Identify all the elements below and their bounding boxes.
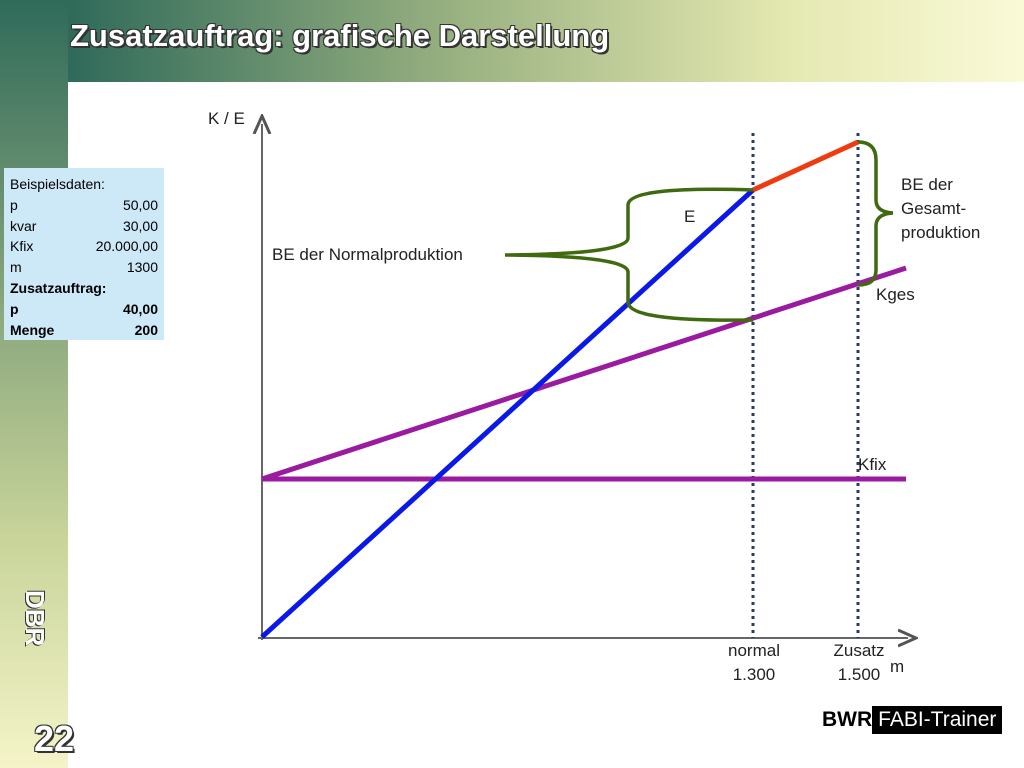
row-label: m: [10, 259, 22, 276]
row-label: kvar: [10, 217, 37, 234]
brace: [857, 140, 894, 287]
brace: [504, 187, 754, 322]
box-heading: Beispielsdaten:: [10, 176, 105, 192]
row-label: p: [10, 196, 18, 213]
brace-label: Gesamt-: [901, 199, 966, 218]
revenue-line: [260, 188, 755, 639]
marker-label: normal: [728, 641, 780, 660]
brand-logo: BWR FABI-Trainer: [822, 706, 1003, 734]
data-row: m 1300: [10, 257, 158, 278]
row-label: Menge: [10, 321, 55, 338]
row-label: p: [10, 300, 19, 317]
kges-line: [261, 265, 907, 482]
data-row: p 50,00: [10, 195, 158, 216]
title-bar: [68, 0, 1024, 82]
data-row: Menge 200: [10, 320, 158, 341]
data-box: Beispielsdaten: p 50,00 kvar 30,00 Kfix 20.00…: [4, 168, 164, 340]
brace-label: BE der: [901, 175, 953, 194]
row-value: 20.000,00: [95, 238, 158, 255]
row-value: 30,00: [122, 217, 158, 234]
line-label: E: [684, 207, 695, 226]
rows: p 50,00 kvar 30,00 Kfix 20.000,00 m 1300: [10, 195, 158, 278]
data-row: p 40,00: [10, 299, 158, 320]
marker-label: 1.500: [838, 665, 881, 684]
data-row: Kfix 20.000,00: [10, 236, 158, 257]
marker-label: 1.300: [733, 665, 776, 684]
brace-label: produktion: [901, 223, 980, 242]
page-number: 22: [34, 718, 75, 759]
row-value: 200: [134, 321, 158, 338]
title: Zusatzauftrag: grafische Darstellung: [70, 18, 610, 53]
extra-revenue-line: [751, 139, 860, 193]
row-value: 40,00: [122, 300, 158, 317]
brand-box: FABI-Trainer: [872, 706, 1003, 734]
box-heading: Zusatzauftrag:: [10, 279, 107, 296]
row-value: 50,00: [122, 196, 158, 213]
side-logo: DBR: [20, 590, 50, 647]
side-strip: [0, 0, 68, 768]
line-label: Kges: [876, 285, 915, 304]
row-label: Kfix: [10, 238, 34, 255]
rows: p 40,00 Menge 200: [10, 299, 158, 341]
y-axis-label: K / E: [208, 109, 245, 128]
row-value: 1300: [126, 259, 158, 276]
data-row: kvar 30,00: [10, 216, 158, 237]
marker-label: Zusatz: [833, 641, 884, 660]
line-label: Kfix: [858, 455, 887, 474]
brace-label: BE der Normalproduktion: [272, 245, 463, 264]
brand: BWR: [822, 708, 873, 731]
x-axis-label: m: [890, 657, 904, 676]
